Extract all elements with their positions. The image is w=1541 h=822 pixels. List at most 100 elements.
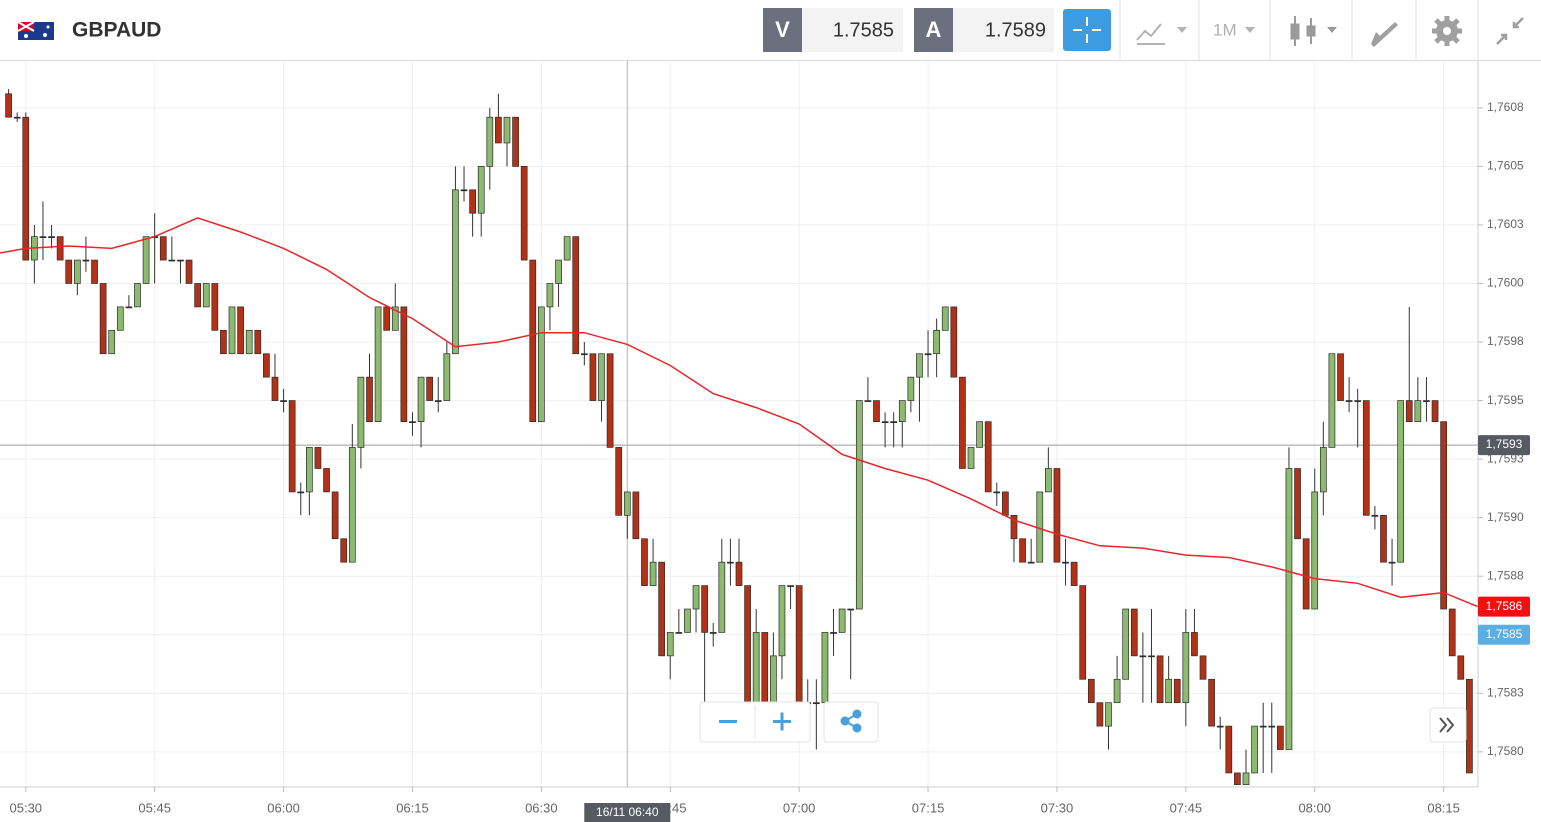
candle-body bbox=[1234, 772, 1241, 786]
y-tick-label: 1,7603 bbox=[1487, 217, 1524, 231]
candle-body bbox=[658, 561, 666, 657]
candle-body bbox=[340, 538, 348, 563]
candle-body bbox=[1182, 632, 1190, 704]
y-tick-label: 1,7580 bbox=[1487, 744, 1524, 758]
candle-body bbox=[271, 376, 279, 401]
candle-body bbox=[1002, 491, 1009, 516]
zoom-out[interactable] bbox=[719, 720, 737, 723]
candle-body bbox=[1285, 468, 1293, 750]
candle-body bbox=[142, 236, 150, 284]
candle-body bbox=[563, 236, 571, 261]
candle-body bbox=[383, 306, 391, 331]
chart-type-button[interactable] bbox=[1136, 23, 1187, 45]
candle-body bbox=[280, 400, 287, 402]
candle-body bbox=[641, 538, 648, 586]
candle-body bbox=[1277, 725, 1284, 750]
candle-body bbox=[752, 632, 760, 704]
candle-body bbox=[718, 561, 726, 633]
candle-body bbox=[684, 608, 691, 633]
candle-body bbox=[452, 189, 459, 355]
candle-body bbox=[1431, 400, 1439, 423]
candle-body bbox=[108, 329, 116, 355]
candle-body bbox=[649, 561, 657, 586]
candle-body bbox=[1087, 678, 1095, 704]
candle-type-button[interactable] bbox=[1290, 16, 1337, 46]
candle-body bbox=[1242, 772, 1250, 786]
candle-body bbox=[357, 376, 365, 448]
candle-body bbox=[941, 306, 949, 331]
timeframe[interactable]: 1M bbox=[1213, 20, 1237, 39]
candle-body bbox=[1423, 400, 1430, 402]
scroll-right-button[interactable] bbox=[1429, 707, 1467, 743]
candle-body bbox=[56, 236, 64, 261]
candle-body bbox=[761, 632, 769, 704]
ask-button[interactable] bbox=[914, 8, 953, 52]
bid-button[interactable] bbox=[763, 8, 802, 52]
drawing-button[interactable] bbox=[1371, 22, 1398, 47]
candle-body bbox=[666, 632, 674, 657]
candle-body bbox=[469, 189, 476, 214]
y-tick-label: 1,7598 bbox=[1487, 334, 1524, 348]
candle-body bbox=[288, 400, 296, 493]
candle-body bbox=[434, 400, 442, 402]
candle-body bbox=[391, 306, 399, 331]
candle-body bbox=[615, 447, 623, 516]
candle-body bbox=[606, 353, 614, 448]
candle-body bbox=[1362, 400, 1370, 516]
y-tick-label: 1,7588 bbox=[1487, 568, 1524, 582]
candle-body bbox=[331, 491, 339, 540]
candle-body bbox=[460, 189, 468, 192]
candle-body bbox=[237, 306, 244, 355]
candle-body bbox=[73, 259, 81, 284]
collapse-button[interactable] bbox=[1496, 17, 1524, 45]
candle-body bbox=[924, 353, 932, 356]
candle-body bbox=[116, 306, 124, 331]
x-tick-label: 07:15 bbox=[912, 800, 945, 815]
candle-body bbox=[125, 306, 133, 309]
candle-body bbox=[623, 491, 631, 516]
candle-body bbox=[1010, 514, 1018, 540]
candle-body bbox=[48, 236, 55, 238]
candle-body bbox=[1208, 678, 1215, 727]
candle-body bbox=[916, 353, 923, 378]
y-tick-label: 1,7595 bbox=[1487, 393, 1524, 407]
candle-body bbox=[1337, 353, 1344, 401]
candle-body bbox=[177, 259, 184, 262]
crosshair-price-badge bbox=[1478, 435, 1530, 456]
x-tick-label: 06:00 bbox=[267, 800, 300, 815]
candle-body bbox=[1216, 725, 1224, 728]
candle-body bbox=[1044, 468, 1052, 493]
candle-body bbox=[1191, 632, 1198, 657]
candle-body bbox=[1053, 468, 1061, 563]
candle-body bbox=[486, 116, 494, 167]
x-tick-label: 06:30 bbox=[525, 800, 558, 815]
share-button[interactable] bbox=[840, 709, 862, 733]
candle-body bbox=[1302, 538, 1310, 610]
candle-body bbox=[1405, 400, 1413, 423]
candle-body bbox=[692, 585, 700, 610]
candle-body bbox=[228, 306, 236, 355]
candle-body bbox=[701, 585, 708, 633]
candle-body bbox=[1122, 608, 1130, 680]
candle-body bbox=[1148, 655, 1155, 658]
candle-body bbox=[744, 585, 751, 704]
ask-price: 1.7589 bbox=[985, 19, 1046, 41]
candle-body bbox=[495, 116, 502, 144]
ma-badge-label: 1,7586 bbox=[1486, 599, 1523, 613]
zoom-in[interactable] bbox=[773, 712, 791, 731]
crosshair-button[interactable] bbox=[1063, 9, 1111, 51]
candle-body bbox=[400, 306, 408, 423]
candle-body bbox=[709, 632, 717, 634]
crosshair-price-badge-label: 1,7593 bbox=[1486, 437, 1523, 451]
candle-body bbox=[134, 283, 141, 308]
candle-body bbox=[881, 421, 889, 424]
settings-button[interactable] bbox=[1432, 16, 1462, 46]
y-tick-label: 1,7590 bbox=[1487, 510, 1524, 524]
candle-body bbox=[1311, 491, 1319, 610]
candle-body bbox=[1027, 561, 1035, 564]
y-tick-label: 1,7583 bbox=[1487, 685, 1524, 699]
candle-body bbox=[1414, 400, 1422, 423]
candle-body bbox=[512, 116, 519, 167]
x-tick-label: 07:45 bbox=[1170, 800, 1203, 815]
